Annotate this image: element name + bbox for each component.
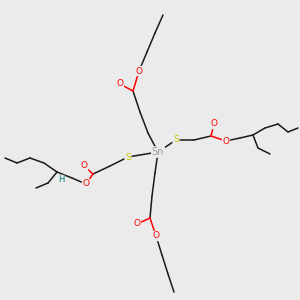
Text: H: H (58, 176, 64, 184)
Text: O: O (116, 80, 124, 88)
Text: O: O (152, 232, 160, 241)
Text: O: O (134, 220, 140, 229)
Text: S: S (173, 136, 179, 145)
Text: O: O (136, 67, 142, 76)
Text: O: O (80, 161, 88, 170)
Text: O: O (82, 179, 89, 188)
Text: O: O (223, 136, 230, 146)
Text: O: O (211, 119, 218, 128)
Text: Sn: Sn (152, 147, 164, 157)
Text: S: S (125, 152, 131, 161)
